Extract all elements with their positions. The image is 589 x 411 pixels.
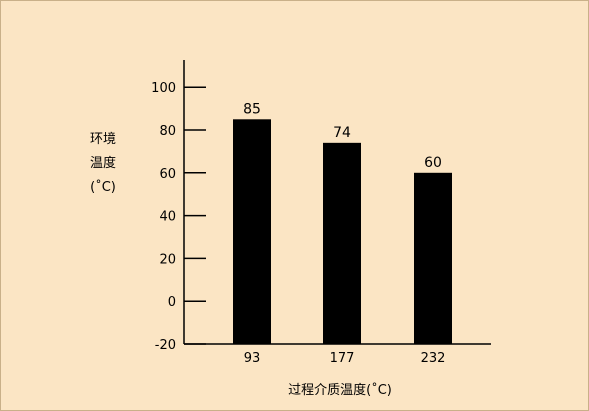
y-tick-label: 100 [151,81,176,96]
y-tick-label: -20 [155,338,176,353]
x-axis: 93 177 232 [184,343,491,366]
bar-data-label: 74 [333,125,351,141]
y-axis-title-line-3: (˚C) [90,179,116,195]
y-tick-label: 20 [159,252,176,267]
bar-data-label: 60 [424,155,442,171]
y-axis: -20 0 20 40 60 80 100 [151,60,206,353]
y-tick-label: 0 [168,295,176,310]
x-tick-label: 232 [421,351,446,366]
bar-data-label: 85 [243,101,261,117]
bar [233,119,271,344]
y-axis-title-line-2: 温度 [90,155,116,171]
x-tick-label: 177 [330,351,355,366]
bars [233,119,452,344]
data-labels: 85 74 60 [243,101,442,171]
y-axis-title-line-1: 环境 [90,132,116,147]
bar [414,172,452,344]
bar [323,142,361,344]
y-tick-label: 80 [159,124,176,139]
x-axis-title: 过程介质温度(˚C) [288,382,392,398]
x-tick-label: 93 [244,351,261,366]
y-tick-label: 60 [159,167,176,182]
y-tick-label: 40 [159,210,176,225]
